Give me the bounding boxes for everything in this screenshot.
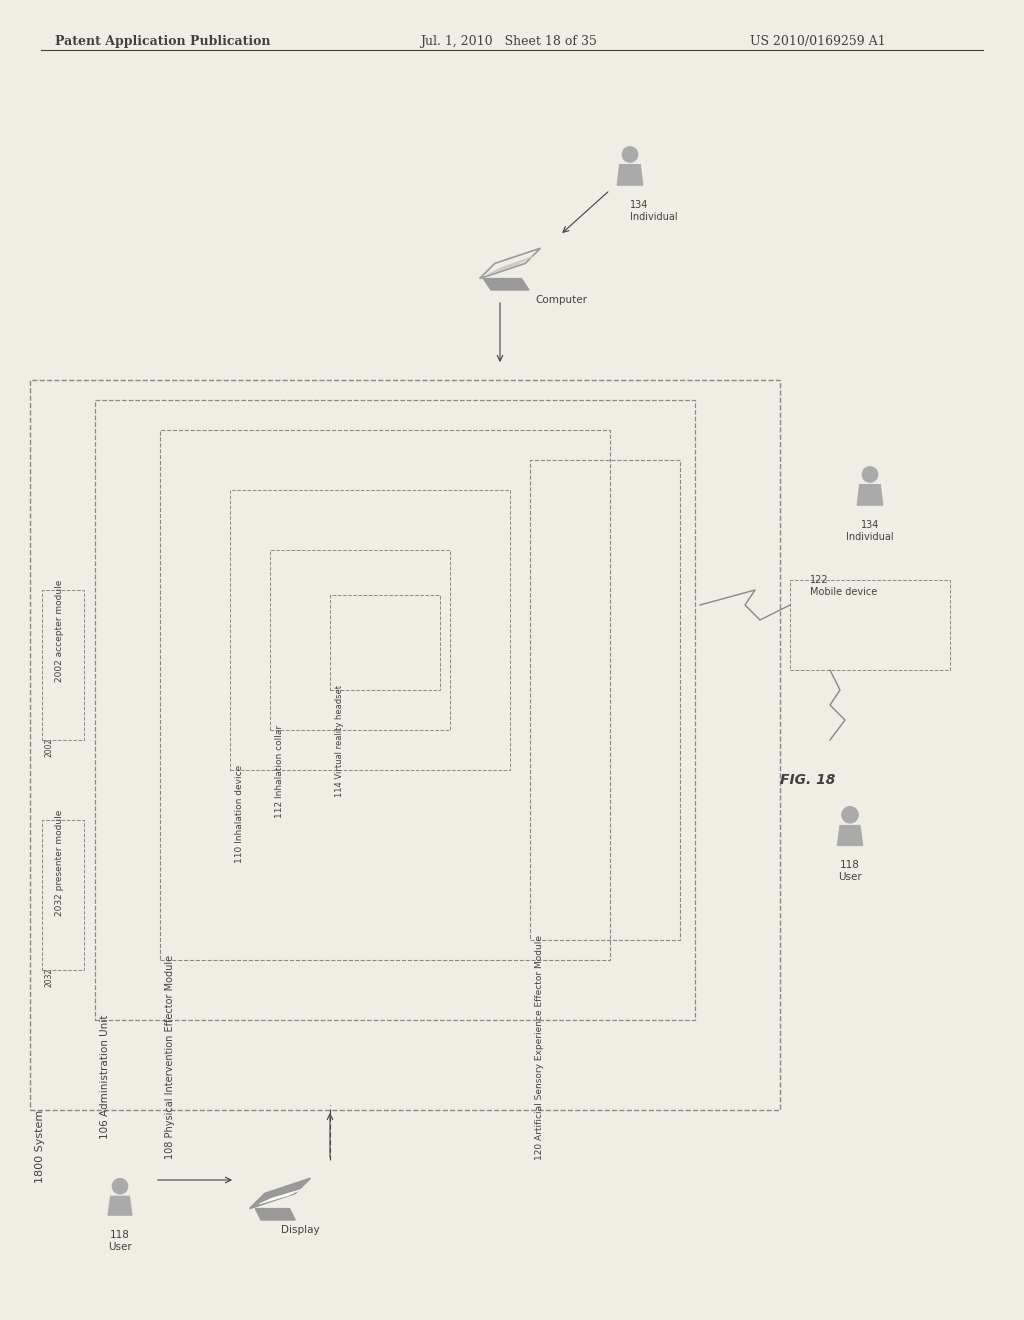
Bar — [30, 380, 780, 1110]
Text: 112 Inhalation collar: 112 Inhalation collar — [275, 725, 284, 818]
Polygon shape — [857, 484, 883, 506]
Polygon shape — [109, 1196, 132, 1216]
Polygon shape — [250, 1179, 310, 1209]
Text: 118
User: 118 User — [838, 861, 862, 882]
Bar — [270, 550, 450, 730]
Polygon shape — [259, 1189, 301, 1204]
Text: 1800 System: 1800 System — [35, 1110, 45, 1183]
Polygon shape — [483, 279, 529, 290]
Text: Computer: Computer — [535, 294, 587, 305]
Polygon shape — [487, 256, 532, 275]
Text: 108 Physical Intervention Effector Module: 108 Physical Intervention Effector Modul… — [165, 954, 175, 1159]
Text: 2032: 2032 — [44, 968, 53, 987]
Text: US 2010/0169259 A1: US 2010/0169259 A1 — [750, 36, 886, 48]
Bar — [230, 490, 510, 770]
Bar — [160, 430, 610, 960]
Text: 118
User: 118 User — [109, 1230, 132, 1251]
Polygon shape — [838, 825, 862, 845]
Circle shape — [862, 467, 878, 482]
Text: 114 Virtual reality headset: 114 Virtual reality headset — [335, 685, 344, 797]
Text: Display: Display — [281, 1225, 319, 1236]
Polygon shape — [255, 1209, 295, 1220]
Polygon shape — [617, 165, 643, 185]
Text: Jul. 1, 2010   Sheet 18 of 35: Jul. 1, 2010 Sheet 18 of 35 — [420, 36, 597, 48]
Text: 134
Individual: 134 Individual — [846, 520, 894, 541]
Text: 106 Administration Unit: 106 Administration Unit — [100, 1015, 110, 1139]
Text: 2032 presenter module: 2032 presenter module — [55, 810, 65, 916]
Bar — [530, 459, 680, 940]
Bar — [42, 590, 84, 741]
Bar — [95, 400, 695, 1020]
Bar — [790, 579, 950, 671]
Circle shape — [623, 147, 638, 162]
Bar — [42, 820, 84, 970]
Text: 120 Artificial Sensory Experience Effector Module: 120 Artificial Sensory Experience Effect… — [535, 935, 544, 1160]
Circle shape — [842, 807, 858, 822]
Text: 2002 accepter module: 2002 accepter module — [55, 579, 65, 682]
Text: FIG. 18: FIG. 18 — [780, 774, 836, 787]
Text: 110 Inhalation device: 110 Inhalation device — [234, 766, 244, 863]
Circle shape — [113, 1179, 128, 1193]
Bar — [330, 595, 440, 690]
Text: 134
Individual: 134 Individual — [630, 201, 678, 222]
Text: Patent Application Publication: Patent Application Publication — [55, 36, 270, 48]
Text: 122
Mobile device: 122 Mobile device — [810, 576, 878, 597]
Text: 2002: 2002 — [44, 738, 53, 758]
